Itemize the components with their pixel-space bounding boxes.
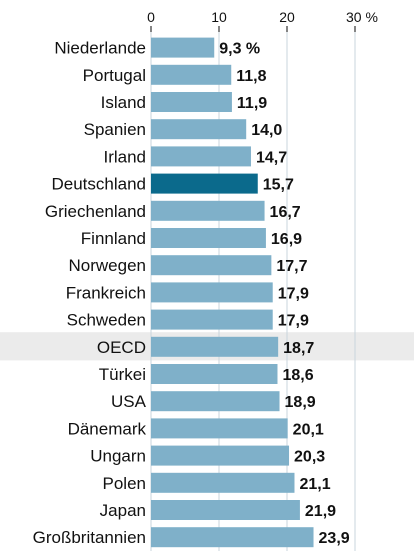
value-label-portugal: 11,8 (236, 68, 266, 85)
category-label-finnland: Finnland (81, 229, 146, 248)
category-label-großbritannien: Großbritannien (33, 528, 146, 547)
value-label-dänemark: 20,1 (293, 421, 324, 438)
value-label-türkei: 18,6 (282, 367, 313, 384)
value-label-polen: 21,1 (299, 476, 330, 493)
bar-spanien (151, 119, 247, 140)
bar-deutschland (151, 173, 258, 194)
value-label-deutschland: 15,7 (263, 177, 294, 194)
category-label-frankreich: Frankreich (66, 283, 146, 302)
category-label-dänemark: Dänemark (68, 419, 147, 438)
bar-griechenland (151, 200, 265, 221)
value-label-island: 11,9 (237, 95, 267, 112)
bar-japan (151, 500, 300, 520)
category-label-portugal: Portugal (83, 66, 146, 85)
bar-usa (151, 391, 280, 412)
bar-irland (151, 146, 251, 167)
label-layer: Niederlande 9,3 % Portugal 11,8 Island 11,9 Sp… (33, 39, 350, 548)
category-label-japan: Japan (100, 501, 146, 520)
value-label-oecd: 18,7 (283, 340, 314, 357)
bar-oecd (151, 336, 279, 357)
category-label-türkei: Türkei (99, 365, 146, 384)
value-label-spanien: 14,0 (251, 122, 282, 139)
category-label-irland: Irland (103, 147, 146, 166)
category-label-norwegen: Norwegen (69, 256, 147, 275)
x-tick-label-0: 0 (147, 9, 155, 25)
value-label-großbritannien: 23,9 (319, 530, 350, 547)
category-label-usa: USA (111, 392, 147, 411)
category-label-niederlande: Niederlande (54, 39, 146, 58)
bar-island (151, 92, 232, 112)
value-label-usa: 18,9 (285, 394, 316, 411)
bar-dänemark (151, 418, 288, 439)
category-label-griechenland: Griechenland (45, 202, 146, 221)
value-label-finnland: 16,9 (271, 231, 302, 248)
bar-layer (151, 37, 314, 548)
category-label-deutschland: Deutschland (51, 175, 146, 194)
x-tick-label-20: 20 (279, 9, 295, 25)
bar-norwegen (151, 255, 272, 276)
x-tick-label-10: 10 (211, 9, 227, 25)
bar-polen (151, 472, 295, 493)
bar-portugal (151, 64, 232, 85)
bar-ungarn (151, 445, 290, 466)
x-axis: 0 10 20 30 % (147, 9, 378, 32)
category-label-spanien: Spanien (84, 120, 146, 139)
bar-türkei (151, 364, 278, 384)
value-label-irland: 14,7 (256, 149, 287, 166)
category-label-schweden: Schweden (67, 311, 146, 330)
value-label-griechenland: 16,7 (270, 204, 301, 221)
value-label-schweden: 17,9 (278, 313, 309, 330)
value-label-niederlande: 9,3 % (219, 41, 260, 58)
value-label-ungarn: 20,3 (294, 449, 325, 466)
x-tick-label-30: 30 % (346, 9, 378, 25)
category-label-polen: Polen (103, 474, 146, 493)
value-label-frankreich: 17,9 (278, 285, 309, 302)
bar-frankreich (151, 282, 273, 303)
bar-großbritannien (151, 527, 314, 548)
category-label-ungarn: Ungarn (90, 447, 146, 466)
bar-finnland (151, 228, 266, 248)
category-label-island: Island (101, 93, 146, 112)
value-label-japan: 21,9 (305, 503, 336, 520)
category-label-oecd: OECD (97, 338, 146, 357)
bar-schweden (151, 309, 273, 330)
value-label-norwegen: 17,7 (276, 258, 307, 275)
bar-niederlande (151, 37, 215, 58)
